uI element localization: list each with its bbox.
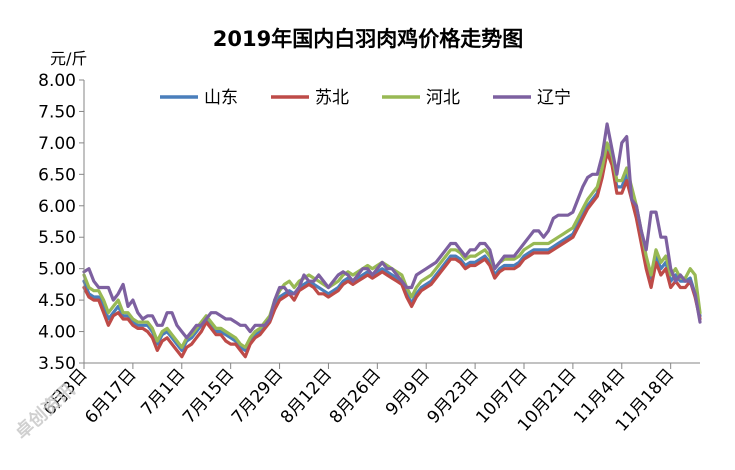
chart-title: 2019年国内白羽肉鸡价格走势图 <box>213 27 523 51</box>
legend-label-2: 苏北 <box>315 88 349 108</box>
legend: 山东 苏北 河北 辽宁 <box>160 88 571 108</box>
y-tick-label: 6.50 <box>38 165 76 185</box>
y-tick-label: 7.50 <box>38 102 76 122</box>
series-layer <box>82 122 702 359</box>
y-tick-label: 6.00 <box>38 197 76 217</box>
legend-label-3: 河北 <box>426 88 460 108</box>
y-tick-label: 3.50 <box>38 354 76 374</box>
axes-layer <box>79 79 700 369</box>
y-tick-label: 5.50 <box>38 228 76 248</box>
y-axis-unit: 元/斤 <box>50 49 87 68</box>
legend-label-4: 辽宁 <box>537 88 571 108</box>
series-line-4 <box>82 122 702 340</box>
y-tick-label: 4.00 <box>38 323 76 343</box>
y-tick-label: 4.50 <box>38 291 76 311</box>
legend-label-1: 山东 <box>204 88 238 108</box>
y-tick-label: 8.00 <box>38 71 76 91</box>
y-tick-label: 7.00 <box>38 134 76 154</box>
series-line-2 <box>82 150 702 359</box>
y-tick-label: 5.00 <box>38 260 76 280</box>
y-tick-labels: 8.00 7.50 7.00 6.50 6.00 5.50 5.00 4.50 4.00 3.50 <box>38 71 76 374</box>
